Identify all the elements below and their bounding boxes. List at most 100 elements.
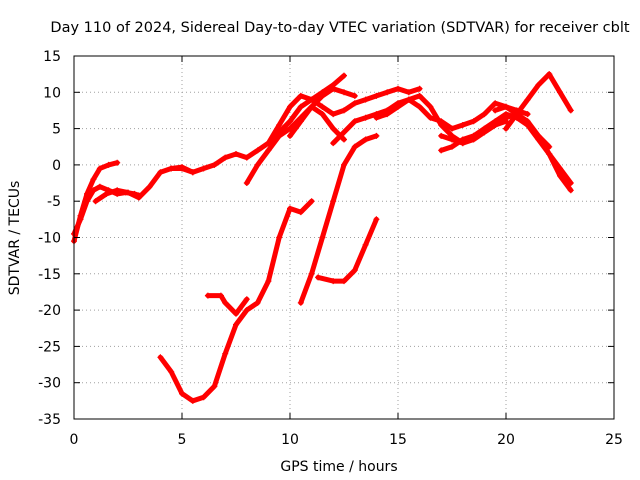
data-point <box>503 111 509 118</box>
data-point <box>351 92 358 99</box>
data-point <box>217 292 224 299</box>
data-point <box>557 172 563 179</box>
data-point <box>265 147 272 154</box>
data-point <box>265 278 272 285</box>
data-point <box>200 165 207 172</box>
data-point <box>222 154 229 161</box>
x-tick-label: 10 <box>281 432 299 448</box>
x-tick-label: 0 <box>70 432 79 448</box>
y-tick-label: 0 <box>52 158 61 174</box>
data-point <box>319 103 326 110</box>
data-point <box>373 92 380 99</box>
data-point <box>535 136 542 143</box>
data-point <box>341 89 347 96</box>
data-point <box>362 241 369 248</box>
data-point <box>503 125 509 132</box>
data-point <box>297 299 304 306</box>
data-point <box>222 350 229 357</box>
data-point <box>189 169 196 176</box>
data-point <box>416 85 423 92</box>
data-point <box>362 96 369 103</box>
data-point <box>308 270 315 277</box>
data-point <box>125 189 131 196</box>
data-point <box>546 71 553 78</box>
data-point <box>233 310 239 317</box>
data-point <box>341 72 347 79</box>
y-tick-label: -10 <box>38 231 61 247</box>
data-point <box>470 118 477 125</box>
data-point <box>114 159 121 166</box>
data-point <box>513 111 520 118</box>
data-point <box>567 180 574 186</box>
series-track-12 <box>492 104 574 193</box>
data-point <box>395 103 401 110</box>
data-point <box>103 190 110 197</box>
data-point <box>546 143 553 150</box>
data-point <box>481 111 488 118</box>
data-point <box>535 82 542 88</box>
data-point <box>459 122 466 128</box>
data-point <box>189 397 196 404</box>
data-point <box>243 307 250 314</box>
series-track-7 <box>287 104 347 142</box>
data-point <box>567 107 574 114</box>
data-point <box>315 274 322 281</box>
y-tick-label: 10 <box>43 85 61 101</box>
data-point <box>341 161 347 168</box>
data-point <box>341 136 347 143</box>
data-point <box>492 118 499 125</box>
data-point <box>96 183 103 190</box>
data-point <box>105 161 112 168</box>
data-point <box>211 161 218 168</box>
y-tick-label: -5 <box>47 194 61 210</box>
data-point <box>351 118 358 125</box>
data-point <box>135 194 142 201</box>
data-point <box>243 154 250 161</box>
data-point <box>243 180 250 186</box>
data-point <box>524 122 531 128</box>
x-tick-label: 5 <box>178 432 187 448</box>
y-tick-label: -20 <box>38 303 61 319</box>
data-point <box>297 209 304 216</box>
data-point <box>384 89 391 96</box>
data-point <box>319 234 326 241</box>
data-point <box>168 368 175 375</box>
data-point <box>276 129 283 136</box>
data-point <box>351 267 358 274</box>
data-point <box>341 107 347 114</box>
series-track-17 <box>298 133 379 306</box>
data-point <box>330 198 337 205</box>
data-point <box>330 85 337 92</box>
y-tick-label: 15 <box>43 49 61 65</box>
data-point <box>492 100 499 107</box>
data-point <box>373 132 380 139</box>
y-tick-label: -15 <box>38 267 61 283</box>
data-point <box>254 299 261 306</box>
data-point <box>84 198 90 205</box>
data-point <box>373 114 380 121</box>
data-point <box>427 114 434 121</box>
data-point <box>287 205 293 212</box>
data-point <box>319 111 326 118</box>
data-point <box>297 103 304 110</box>
y-tick-label: -35 <box>38 412 61 428</box>
data-point <box>211 383 218 390</box>
data-point <box>470 132 477 139</box>
data-point <box>492 107 499 114</box>
data-point <box>179 164 185 171</box>
data-point <box>297 118 304 125</box>
data-point <box>546 151 553 157</box>
chart-title: Day 110 of 2024, Sidereal Day-to-day VTE… <box>50 20 629 36</box>
data-point <box>157 169 164 176</box>
data-point <box>330 125 337 132</box>
data-point <box>77 216 84 223</box>
data-point <box>416 103 423 110</box>
data-point <box>92 198 99 205</box>
data-point <box>222 299 229 306</box>
data-point <box>557 89 563 96</box>
data-point <box>287 103 293 110</box>
data-point <box>276 122 283 128</box>
data-point <box>459 140 466 147</box>
data-point <box>405 96 412 103</box>
